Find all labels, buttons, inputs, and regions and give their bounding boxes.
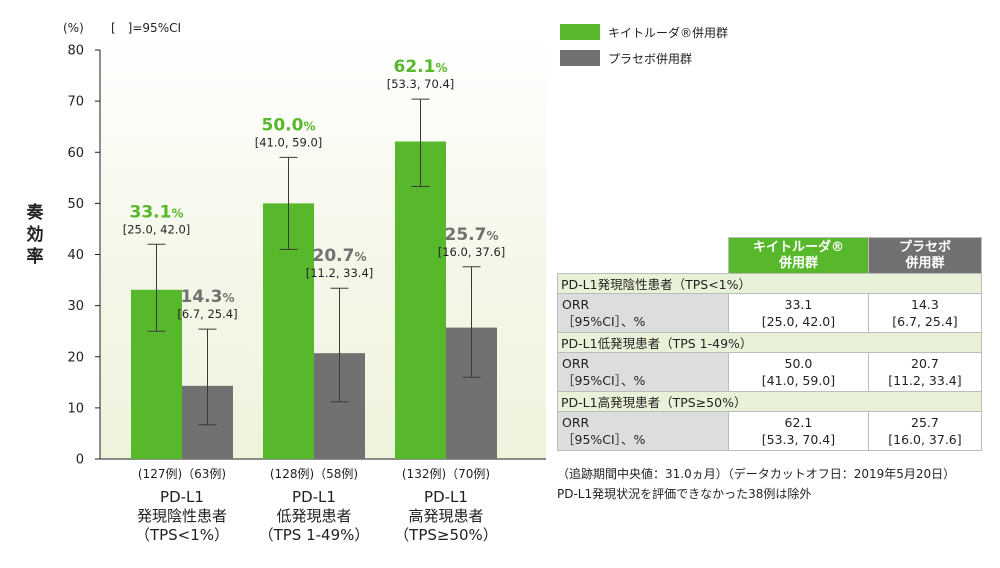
- section-title-negative: PD-L1発現陰性患者（TPS<1%）: [557, 273, 982, 294]
- table-section-row: PD-L1低発現患者（TPS 1-49%）: [557, 332, 982, 353]
- table-header-empty: [557, 237, 729, 274]
- orr-table: キイトルーダ® 併用群 プラセボ 併用群 PD-L1発現陰性患者（TPS<1%） O…: [557, 237, 983, 451]
- y-tick-label: 80: [67, 44, 84, 59]
- group-counts: (127例)（63例): [138, 467, 226, 481]
- y-axis-title: 奏効率: [26, 202, 45, 267]
- value-label: 14.3%: [181, 287, 235, 307]
- bar: [395, 141, 446, 460]
- group-label: 発現陰性患者: [137, 507, 227, 525]
- ci-note: [ ]=95%CI: [111, 21, 181, 35]
- group-label: PD-L1: [160, 488, 204, 506]
- legend-swatch-placebo: [560, 50, 600, 66]
- footnote-line-1: （追跡期間中央値：31.0ヵ月）（データカットオフ日：2019年5月20日）: [557, 467, 956, 481]
- cell-placebo: 14.3 [6.7, 25.4]: [867, 293, 983, 333]
- y-tick-label: 0: [76, 453, 84, 468]
- legend-label-placebo: プラセボ併用群: [608, 51, 693, 66]
- table-header-placebo: プラセボ 併用群: [867, 237, 983, 274]
- ci-label: [16.0, 37.6]: [438, 245, 506, 259]
- cell-keytruda: 62.1 [53.3, 70.4]: [728, 411, 869, 451]
- legend: キイトルーダ®併用群 プラセボ併用群: [560, 22, 728, 74]
- y-tick-label: 30: [67, 299, 84, 314]
- cell-placebo: 25.7 [16.0, 37.6]: [867, 411, 983, 451]
- table-header-keytruda: キイトルーダ® 併用群: [728, 237, 869, 274]
- bar-chart: (%) [ ]=95%CI 奏効率 0 10 20 30 40 50 60 70 80 33.1…: [26, 21, 546, 544]
- legend-label-keytruda: キイトルーダ®併用群: [608, 25, 729, 40]
- row-label: ORR ［95%CI］、%: [557, 411, 729, 451]
- y-tick-label: 20: [67, 350, 84, 365]
- ci-label: [41.0, 59.0]: [255, 135, 323, 149]
- y-tick-label: 60: [67, 146, 84, 161]
- table-section-row: PD-L1発現陰性患者（TPS<1%）: [557, 273, 982, 294]
- ci-label: [11.2, 33.4]: [306, 266, 374, 280]
- footnote: （追跡期間中央値：31.0ヵ月）（データカットオフ日：2019年5月20日） P…: [557, 464, 955, 504]
- y-tick-label: 50: [67, 197, 84, 212]
- cell-placebo: 20.7 [11.2, 33.4]: [867, 352, 983, 392]
- group-label: PD-L1: [292, 488, 336, 506]
- legend-item-placebo: プラセボ併用群: [560, 48, 728, 68]
- group-counts: (132例)（70例): [402, 467, 490, 481]
- value-label: 50.0%: [262, 115, 316, 135]
- y-axis-unit: (%): [63, 21, 84, 35]
- y-tick-label: 40: [67, 248, 84, 263]
- legend-item-keytruda: キイトルーダ®併用群: [560, 22, 728, 42]
- x-axis-labels: (127例)（63例)PD-L1発現陰性患者（TPS<1%）(128例)（58例…: [135, 467, 498, 544]
- row-label: ORR ［95%CI］、%: [557, 293, 729, 333]
- footnote-line-2: PD-L1発現状況を評価できなかった38例は除外: [557, 487, 812, 501]
- value-label: 62.1%: [394, 57, 448, 77]
- ci-label: [53.3, 70.4]: [387, 77, 455, 91]
- cell-keytruda: 33.1 [25.0, 42.0]: [728, 293, 869, 333]
- group-counts: (128例)（58例): [270, 467, 358, 481]
- section-title-low: PD-L1低発現患者（TPS 1-49%）: [557, 332, 982, 353]
- value-label: 33.1%: [130, 202, 184, 222]
- row-label: ORR ［95%CI］、%: [557, 352, 729, 392]
- y-axis-ticks: 0 10 20 30 40 50 60 70 80: [67, 44, 100, 468]
- table-row: ORR ［95%CI］、% 62.1 [53.3, 70.4] 25.7 [16.0,…: [557, 411, 983, 451]
- group-label: 高発現患者: [408, 507, 483, 525]
- group-label: 低発現患者: [276, 507, 351, 525]
- group-label: （TPS<1%）: [135, 526, 229, 544]
- ci-label: [25.0, 42.0]: [123, 222, 191, 236]
- legend-swatch-keytruda: [560, 24, 600, 40]
- section-title-high: PD-L1高発現患者（TPS≥50%）: [557, 391, 982, 412]
- table-row: ORR ［95%CI］、% 50.0 [41.0, 59.0] 20.7 [11.2,…: [557, 352, 983, 392]
- bars: 33.1%[25.0, 42.0]50.0%[41.0, 59.0]62.1%[…: [123, 57, 506, 460]
- value-label: 25.7%: [445, 225, 499, 245]
- cell-keytruda: 50.0 [41.0, 59.0]: [728, 352, 869, 392]
- value-label: 20.7%: [313, 246, 367, 266]
- table-section-row: PD-L1高発現患者（TPS≥50%）: [557, 391, 982, 412]
- table-row: ORR ［95%CI］、% 33.1 [25.0, 42.0] 14.3 [6.7, …: [557, 293, 983, 333]
- group-label: （TPS≥50%）: [394, 526, 498, 544]
- table-header-row: キイトルーダ® 併用群 プラセボ 併用群: [557, 237, 983, 274]
- group-label: PD-L1: [424, 488, 468, 506]
- y-tick-label: 10: [67, 401, 84, 416]
- group-label: （TPS 1-49%）: [259, 526, 370, 544]
- y-tick-label: 70: [67, 95, 84, 110]
- ci-label: [6.7, 25.4]: [177, 307, 237, 321]
